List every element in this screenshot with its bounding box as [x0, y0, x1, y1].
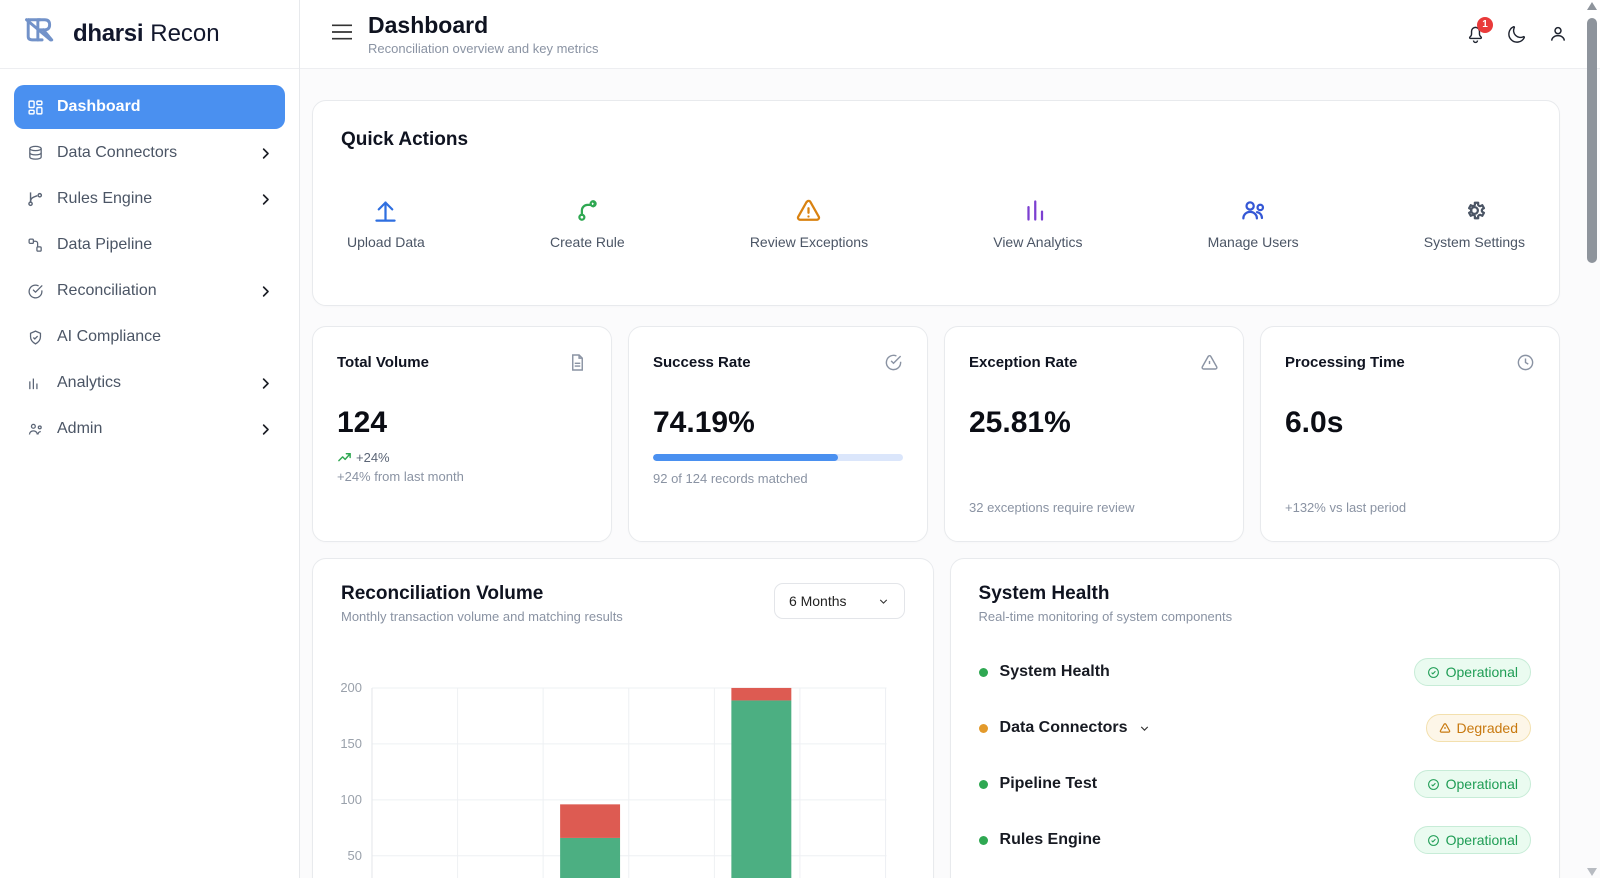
svg-text:50: 50 [348, 848, 362, 863]
svg-text:100: 100 [341, 792, 362, 807]
svg-text:200: 200 [341, 680, 362, 695]
svg-text:150: 150 [341, 736, 362, 751]
